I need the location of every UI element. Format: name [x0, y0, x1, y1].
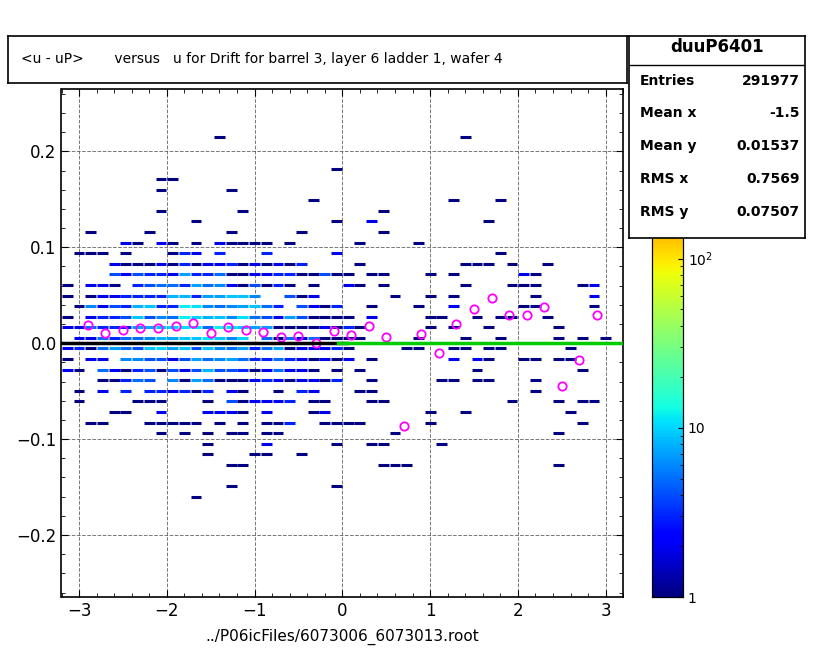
Text: duuP6401: duuP6401 — [669, 38, 763, 56]
X-axis label: ../P06icFiles/6073006_6073013.root: ../P06icFiles/6073006_6073013.root — [206, 628, 478, 645]
Text: <u - uP>       versus   u for Drift for barrel 3, layer 6 ladder 1, wafer 4: <u - uP> versus u for Drift for barrel 3… — [20, 52, 501, 67]
Text: Mean x: Mean x — [639, 106, 695, 120]
Text: 291977: 291977 — [741, 73, 799, 88]
Text: 0.01537: 0.01537 — [735, 139, 799, 153]
Text: 0.7569: 0.7569 — [745, 172, 799, 186]
Text: Entries: Entries — [639, 73, 694, 88]
Text: 0.07507: 0.07507 — [736, 205, 799, 219]
Text: RMS y: RMS y — [639, 205, 687, 219]
Text: -1.5: -1.5 — [768, 106, 799, 120]
Text: RMS x: RMS x — [639, 172, 687, 186]
Text: Mean y: Mean y — [639, 139, 695, 153]
